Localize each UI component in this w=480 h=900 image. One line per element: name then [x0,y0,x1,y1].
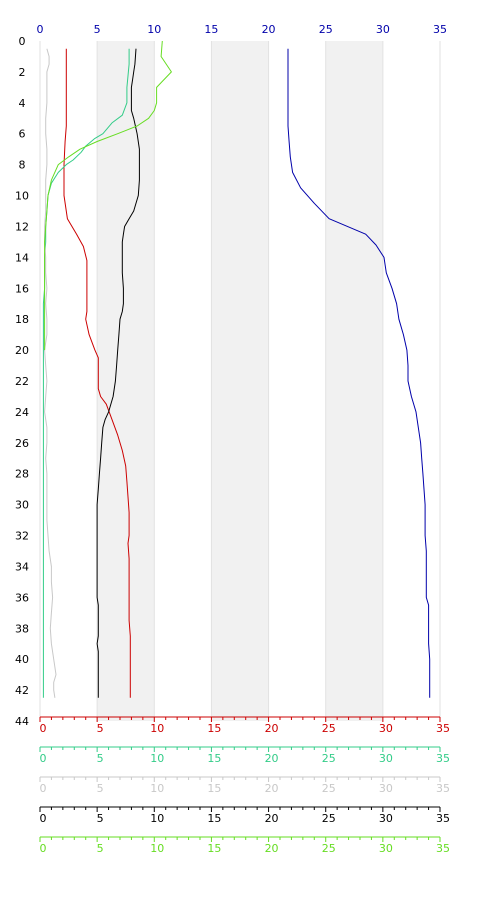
y-tick-label: 18 [15,313,29,326]
bottom-tick-label: 35 [436,722,450,735]
bottom-tick-label: 15 [207,812,221,825]
top-x-axis: 0 5 10 15 20 25 30 35 [37,23,448,36]
y-tick-label: 32 [15,530,29,543]
bottom-tick-label: 35 [436,842,450,855]
bottom-tick-label: 25 [322,812,336,825]
bottom-tick-label: 30 [379,722,393,735]
bottom-tick-label: 25 [322,722,336,735]
bottom-tick-label: 25 [322,782,336,795]
bottom-tick-label: 5 [97,842,104,855]
bottom-tick-label: 35 [436,752,450,765]
background-bands [39,41,441,721]
bottom-tick-label: 20 [265,722,279,735]
bottom-tick-label: 0 [40,842,47,855]
bottom-tick-label: 30 [379,842,393,855]
bottom-tick-label: 0 [40,782,47,795]
y-tick-label: 36 [15,591,29,604]
bottom-tick-label: 25 [322,752,336,765]
bottom-axis-gray: 0 5 10 15 20 25 30 35 [39,776,450,795]
bottom-tick-label: 20 [265,812,279,825]
bottom-tick-label: 5 [97,722,104,735]
y-tick-label: 24 [15,406,29,419]
y-tick-label: 20 [15,344,29,357]
bottom-tick-label: 0 [40,722,47,735]
bottom-tick-label: 20 [265,842,279,855]
y-tick-label: 34 [15,560,29,573]
y-tick-label: 42 [15,684,29,697]
bottom-tick-label: 0 [40,752,47,765]
bottom-tick-label: 10 [150,842,164,855]
y-tick-label: 40 [15,653,29,666]
bottom-tick-label: 35 [436,812,450,825]
bottom-tick-label: 15 [207,722,221,735]
top-tick-label: 10 [147,23,161,36]
bottom-tick-label: 10 [150,782,164,795]
bottom-tick-label: 25 [322,842,336,855]
series-line-5 [44,40,172,351]
y-tick-label: 12 [15,220,29,233]
y-tick-label: 22 [15,375,29,388]
grid-band [325,41,383,721]
series-line-1 [63,48,131,698]
bottom-axis-green: 0 5 10 15 20 25 30 35 [39,836,450,855]
bottom-tick-label: 30 [379,812,393,825]
series-line-4 [96,48,140,698]
y-tick-label: 38 [15,622,29,635]
y-tick-label: 28 [15,468,29,481]
grid-band [211,41,269,721]
y-tick-label: 14 [15,251,29,264]
y-tick-label: 30 [15,499,29,512]
left-y-axis: 0246810121416182022242628303234363840424… [15,35,29,728]
top-tick-label: 25 [319,23,333,36]
y-tick-label: 44 [15,715,29,728]
y-tick-label: 26 [15,437,29,450]
bottom-tick-label: 15 [207,752,221,765]
y-tick-label: 4 [19,97,26,110]
series-line-0 [287,48,431,698]
bottom-tick-label: 10 [150,752,164,765]
bottom-axis-black: 0 5 10 15 20 25 30 35 [39,806,450,825]
series-group [42,40,431,698]
top-tick-label: 5 [94,23,101,36]
top-tick-label: 35 [433,23,447,36]
bottom-axis-teal: 0 5 10 15 20 25 30 35 [39,746,450,765]
bottom-tick-label: 15 [207,782,221,795]
y-tick-label: 0 [19,35,26,48]
bottom-tick-label: 5 [97,752,104,765]
bottom-tick-label: 5 [97,812,104,825]
bottom-tick-label: 20 [265,782,279,795]
series-line-3 [44,48,57,698]
y-tick-label: 16 [15,282,29,295]
bottom-tick-label: 5 [97,782,104,795]
bottom-tick-label: 0 [40,812,47,825]
bottom-tick-label: 35 [436,782,450,795]
top-tick-label: 30 [376,23,390,36]
y-tick-label: 2 [19,66,26,79]
grid-band [97,41,155,721]
bottom-tick-label: 10 [150,722,164,735]
y-tick-label: 10 [15,190,29,203]
bottom-tick-label: 10 [150,812,164,825]
bottom-x-axes: 0 5 10 15 20 25 30 35 0 5 10 15 20 25 30 35 0 5 10 15 20 25 30… [39,716,450,855]
bottom-tick-label: 20 [265,752,279,765]
bottom-tick-label: 15 [207,842,221,855]
top-tick-label: 0 [37,23,44,36]
top-tick-label: 20 [262,23,276,36]
bottom-axis-red: 0 5 10 15 20 25 30 35 [39,716,450,735]
y-tick-label: 8 [19,159,26,172]
top-tick-label: 15 [204,23,218,36]
bottom-tick-label: 30 [379,782,393,795]
y-tick-label: 6 [19,128,26,141]
bottom-tick-label: 30 [379,752,393,765]
